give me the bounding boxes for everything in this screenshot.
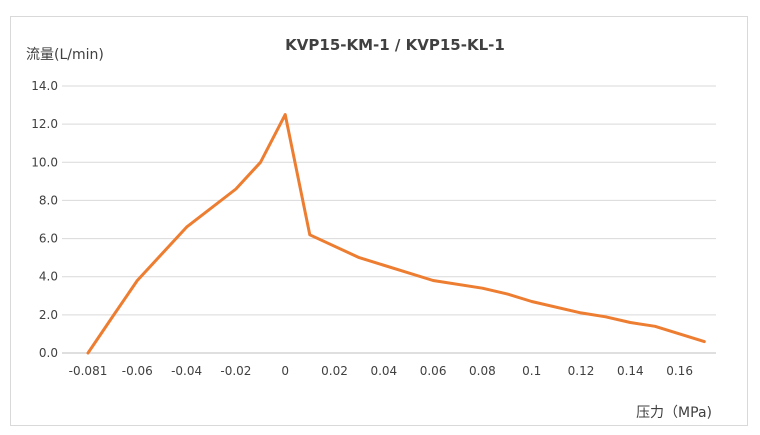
x-tick-label: -0.04 [171,364,202,378]
y-tick-label: 2.0 [39,308,58,322]
x-tick-label: 0.06 [420,364,447,378]
x-tick-labels: -0.081 -0.06 -0.04 -0.02 0 0.02 0.04 0.06 0.08 0.… [69,364,693,378]
y-tick-labels: 0.0 2.0 4.0 6.0 8.0 10.0 12.0 14.0 [31,79,58,360]
y-tick-label: 12.0 [31,117,58,131]
y-axis-label: 流量(L/min) [26,47,104,63]
x-tick-label: -0.081 [69,364,108,378]
x-axis-label: 压力（MPa) [636,405,712,421]
x-tick-label: 0.14 [617,364,644,378]
series-line [86,113,706,355]
y-tick-label: 8.0 [39,193,58,207]
x-tick-label: 0.04 [370,364,397,378]
x-tick-label: 0.16 [666,364,693,378]
series-lines [86,113,706,355]
gridlines [62,85,716,354]
y-tick-label: 6.0 [39,232,58,246]
x-tick-label: 0.1 [522,364,541,378]
y-tick-label: 14.0 [31,79,58,93]
y-tick-label: 10.0 [31,155,58,169]
chart-frame [10,16,748,426]
x-tick-label: 0.12 [568,364,595,378]
chart-title: KVP15-KM-1 / KVP15-KL-1 [285,36,505,54]
x-tick-label: 0 [281,364,289,378]
x-tick-label: -0.06 [122,364,153,378]
x-tick-label: 0.02 [321,364,348,378]
x-tick-label: 0.08 [469,364,496,378]
x-tick-label: -0.02 [220,364,251,378]
y-tick-label: 0.0 [39,346,58,360]
y-tick-label: 4.0 [39,270,58,284]
